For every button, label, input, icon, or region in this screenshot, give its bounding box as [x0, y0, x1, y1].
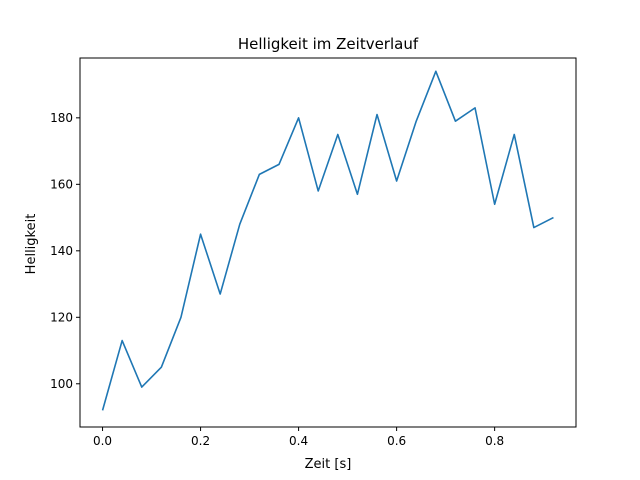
y-axis: 100 120 140 160 180: [50, 111, 80, 391]
y-tick-label: 180: [50, 111, 73, 125]
x-axis-label: Zeit [s]: [305, 457, 352, 472]
x-tick-label: 0.2: [191, 434, 210, 448]
x-tick-label: 0.6: [387, 434, 406, 448]
y-tick-label: 120: [50, 310, 73, 324]
y-axis-label: Helligkeit: [24, 214, 39, 275]
y-tick-label: 100: [50, 377, 73, 391]
y-tick-label: 160: [50, 177, 73, 191]
y-tick-label: 140: [50, 244, 73, 258]
plot-area: [101, 70, 554, 411]
x-tick-label: 0.8: [485, 434, 504, 448]
x-tick-label: 0.4: [289, 434, 308, 448]
x-axis: 0.0 0.2 0.4 0.6 0.8: [93, 427, 504, 448]
plot-frame: [79, 57, 577, 428]
x-tick-label: 0.0: [93, 434, 112, 448]
series-line: [101, 70, 554, 411]
chart-title: Helligkeit im Zeitverlauf: [238, 35, 419, 53]
